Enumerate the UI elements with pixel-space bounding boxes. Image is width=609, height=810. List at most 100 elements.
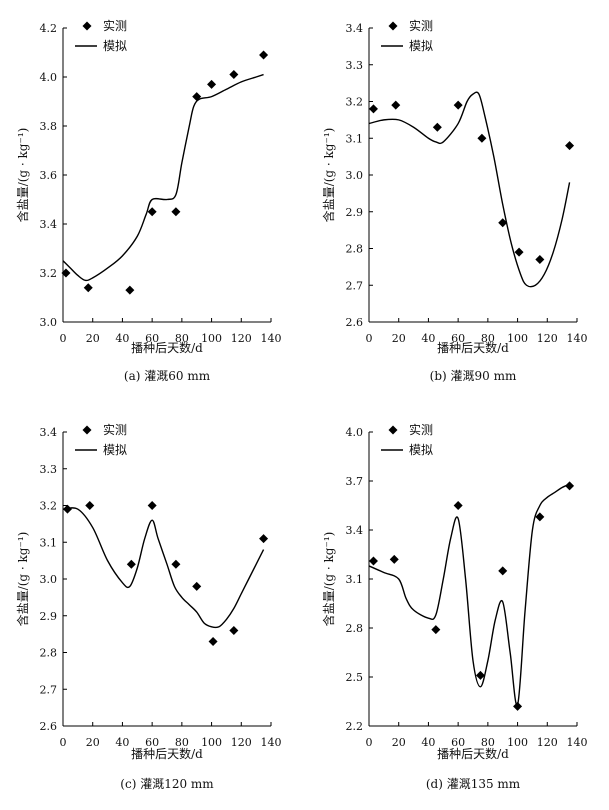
observed-point (126, 559, 136, 569)
y-tick-label: 2.6 (40, 720, 58, 733)
chart-panel-1: 3.0 3.2 3.4 3.6 3.8 4.0 4.2 0 20 40 60 80 100 120 140 播… (15, 18, 282, 383)
y-tick-label: 3.2 (40, 500, 58, 513)
observed-point (171, 207, 181, 217)
observed-point (391, 100, 401, 110)
observed-point (477, 133, 487, 143)
observed-point (207, 79, 217, 89)
x-tick-label: 60 (145, 332, 159, 345)
x-tick-label: 80 (175, 736, 189, 749)
simulated-line (368, 91, 571, 288)
y-axis-title: 含盐量/(g · kg⁻¹) (15, 128, 30, 223)
observed-point (431, 625, 441, 635)
x-tick-label: 20 (86, 736, 100, 749)
chart-panel-3: 2.6 2.7 2.8 2.9 3.0 3.1 3.2 3.3 3.4 0 20 40 60 80 100 1… (15, 422, 282, 791)
y-axis-title: 含盐量/(g · kg⁻¹) (15, 532, 30, 627)
legend-observed-label: 实测 (103, 18, 127, 33)
observed-point (83, 283, 93, 293)
x-tick-label: 60 (451, 332, 465, 345)
y-tick-label: 3.4 (346, 524, 364, 537)
x-tick-label: 0 (60, 332, 67, 345)
y-tick-label: 3.7 (346, 475, 364, 488)
x-tick-label: 100 (201, 736, 222, 749)
x-tick-label: 40 (421, 332, 435, 345)
panel-caption: (d) 灌溉135 mm (426, 777, 521, 791)
observed-point (389, 554, 399, 564)
y-tick-label: 2.8 (40, 647, 58, 660)
y-tick-label: 2.8 (346, 622, 364, 635)
y-tick-label: 3.0 (40, 573, 58, 586)
observed-point (192, 92, 202, 102)
observed-point (498, 218, 508, 228)
observed-point (565, 481, 575, 491)
observed-point (208, 636, 218, 646)
simulated-line (62, 507, 265, 629)
chart-panel-2: 2.6 2.7 2.8 2.9 3.0 3.1 3.2 3.3 3.4 0 20 40 60 80 100 1… (321, 18, 588, 383)
x-tick-label: 20 (392, 736, 406, 749)
panel-caption: (a) 灌溉60 mm (124, 369, 211, 383)
observed-point (453, 501, 463, 510)
observed-point (513, 701, 523, 711)
legend-observed-marker (82, 425, 92, 435)
x-tick-label: 0 (60, 736, 67, 749)
y-tick-label: 3.4 (40, 426, 58, 439)
y-tick-label: 2.7 (40, 683, 58, 696)
x-tick-label: 0 (366, 736, 373, 749)
legend-observed-label: 实测 (409, 422, 433, 437)
x-tick-label: 100 (201, 332, 222, 345)
observed-point (535, 255, 545, 265)
y-axis-title: 含盐量/(g · kg⁻¹) (321, 128, 336, 223)
x-tick-label: 60 (145, 736, 159, 749)
y-tick-label: 3.1 (346, 573, 364, 586)
x-tick-label: 40 (115, 736, 129, 749)
x-tick-label: 80 (175, 332, 189, 345)
y-tick-label: 2.9 (40, 610, 58, 623)
y-tick-label: 3.6 (40, 169, 58, 182)
legend-simulated-label: 模拟 (409, 443, 433, 457)
x-tick-label: 80 (481, 332, 495, 345)
observed-point (498, 566, 508, 576)
observed-point (535, 512, 545, 522)
observed-point (61, 268, 71, 278)
x-tick-label: 20 (86, 332, 100, 345)
panel-caption: (b) 灌溉90 mm (430, 369, 517, 383)
observed-point (147, 207, 157, 217)
y-tick-label: 3.1 (346, 132, 364, 145)
x-axis-title: 播种后天数/d (437, 746, 509, 761)
simulated-line (62, 73, 264, 282)
observed-point (171, 559, 181, 569)
x-tick-label: 100 (507, 332, 528, 345)
legend-simulated-label: 模拟 (409, 39, 433, 53)
y-tick-label: 2.9 (346, 206, 364, 219)
observed-point (62, 504, 72, 514)
observed-point (514, 247, 524, 257)
legend-observed-marker (388, 21, 398, 31)
observed-point (475, 670, 485, 680)
x-tick-label: 40 (115, 332, 129, 345)
x-axis-title: 播种后天数/d (131, 746, 203, 761)
legend-observed-label: 实测 (409, 18, 433, 33)
y-tick-label: 3.3 (346, 59, 364, 72)
x-tick-label: 140 (261, 736, 282, 749)
y-tick-label: 3.4 (346, 22, 364, 35)
observed-point (368, 104, 378, 114)
y-tick-label: 3.2 (346, 96, 364, 109)
observed-point (229, 625, 239, 635)
observed-point (147, 501, 157, 510)
y-tick-label: 3.0 (40, 316, 58, 329)
y-tick-label: 3.0 (346, 169, 364, 182)
observed-point (259, 534, 269, 544)
y-tick-label: 2.8 (346, 243, 364, 256)
x-tick-label: 60 (451, 736, 465, 749)
observed-point (229, 70, 239, 80)
x-tick-label: 120 (231, 332, 252, 345)
legend-simulated-label: 模拟 (103, 443, 127, 457)
observed-point (368, 556, 378, 566)
legend-observed-label: 实测 (103, 422, 127, 437)
x-tick-label: 140 (261, 332, 282, 345)
panel-caption: (c) 灌溉120 mm (120, 777, 214, 791)
x-axis-title: 播种后天数/d (131, 340, 203, 355)
x-tick-label: 20 (392, 332, 406, 345)
y-tick-label: 3.8 (40, 120, 58, 133)
observed-point (432, 122, 442, 132)
